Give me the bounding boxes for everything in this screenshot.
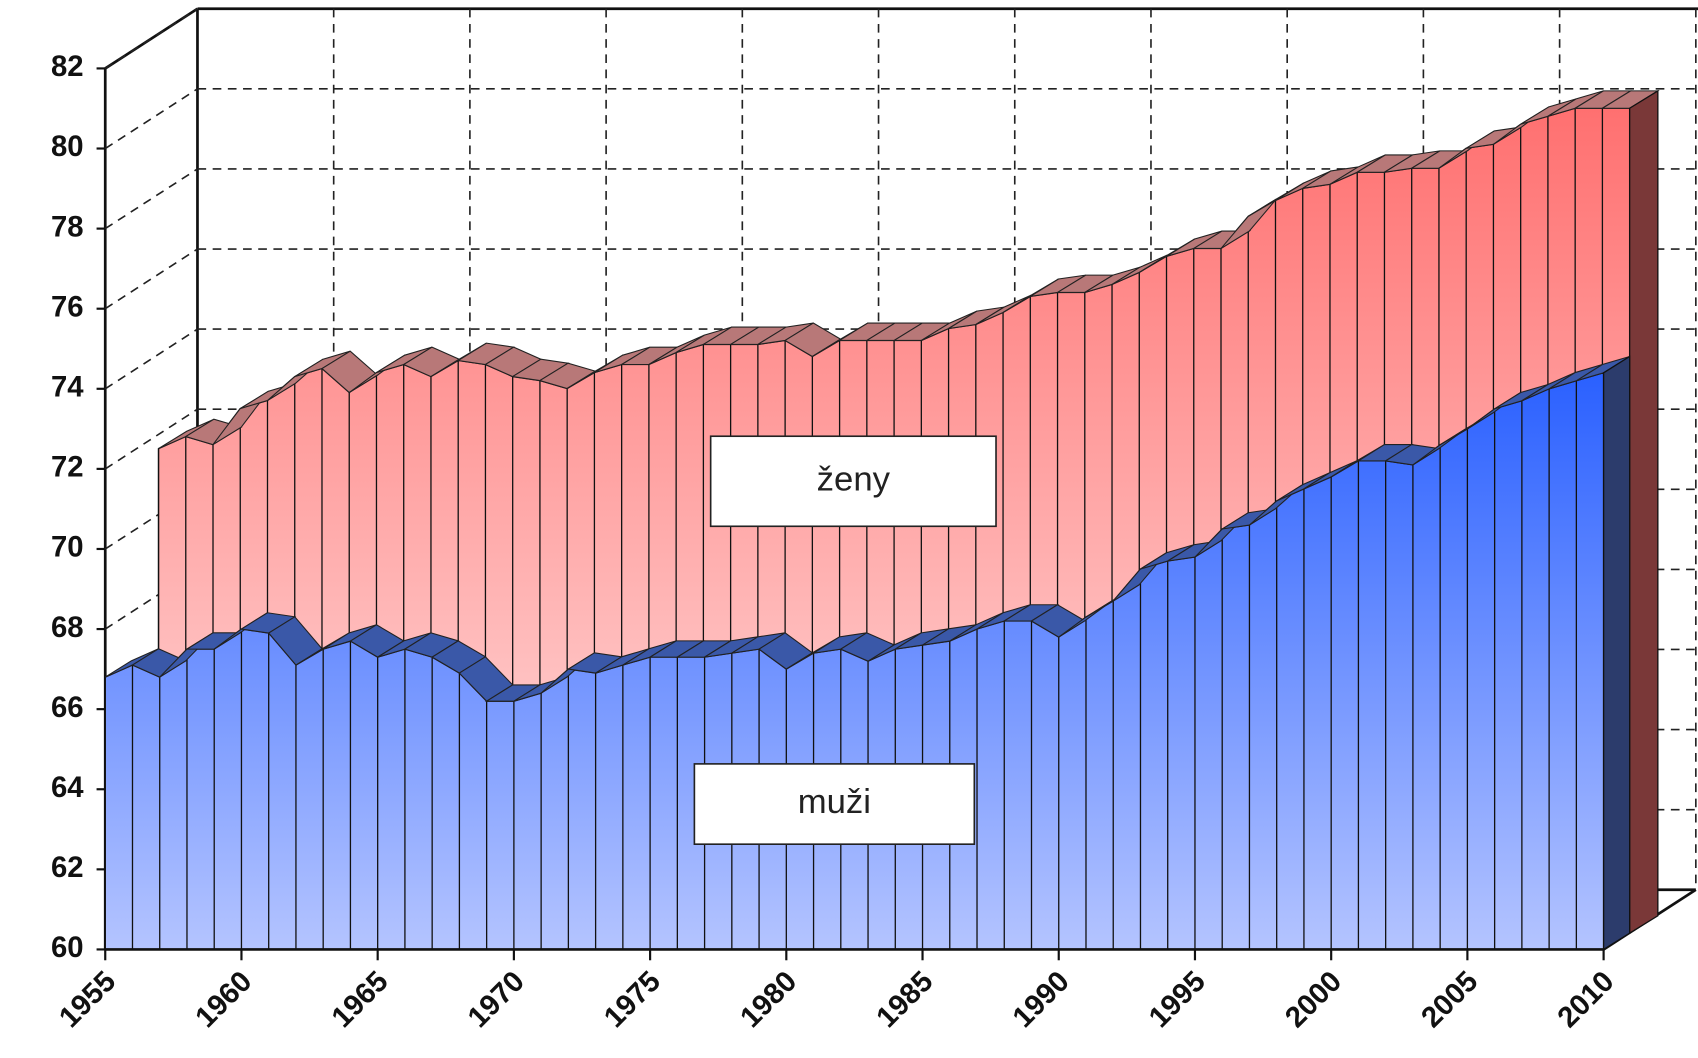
x-tick-label: 2005 bbox=[1415, 965, 1484, 1034]
y-tick-label: 72 bbox=[51, 451, 84, 484]
x-tick-label: 1970 bbox=[461, 965, 530, 1034]
y-tick-label: 78 bbox=[51, 210, 84, 243]
series-label: ženy bbox=[817, 460, 891, 498]
series-label: muži bbox=[798, 783, 871, 821]
x-tick-label: 1990 bbox=[1006, 965, 1075, 1034]
x-tick-label: 1965 bbox=[325, 965, 394, 1034]
x-tick-label: 2010 bbox=[1551, 965, 1620, 1034]
x-tick-label: 1985 bbox=[870, 965, 939, 1034]
area-side bbox=[1602, 355, 1631, 951]
x-tick-label: 1955 bbox=[53, 965, 122, 1034]
grid-line bbox=[104, 168, 198, 230]
x-tick-label: 1995 bbox=[1142, 965, 1211, 1034]
y-tick-label: 82 bbox=[51, 50, 84, 83]
series-label-box bbox=[693, 763, 976, 846]
y-tick-label: 76 bbox=[51, 290, 84, 323]
grid-line bbox=[104, 408, 198, 470]
grid-line bbox=[104, 8, 198, 70]
y-tick-label: 62 bbox=[51, 851, 84, 884]
grid-line bbox=[104, 248, 198, 310]
y-tick-label: 70 bbox=[51, 531, 84, 564]
x-tick-label: 1980 bbox=[734, 965, 803, 1034]
series-label-box bbox=[709, 435, 997, 528]
y-tick-label: 66 bbox=[51, 691, 84, 724]
y-tick-label: 80 bbox=[51, 130, 84, 163]
x-tick-label: 1960 bbox=[189, 965, 258, 1034]
y-tick-label: 74 bbox=[51, 371, 84, 404]
x-tick-label: 2000 bbox=[1279, 965, 1348, 1034]
area-side bbox=[1628, 89, 1659, 935]
grid-line bbox=[104, 328, 198, 390]
y-tick-label: 64 bbox=[51, 771, 84, 804]
grid-line bbox=[104, 88, 198, 150]
y-tick-label: 68 bbox=[51, 611, 84, 644]
x-tick-label: 1975 bbox=[598, 965, 667, 1034]
y-tick-label: 60 bbox=[51, 931, 84, 964]
